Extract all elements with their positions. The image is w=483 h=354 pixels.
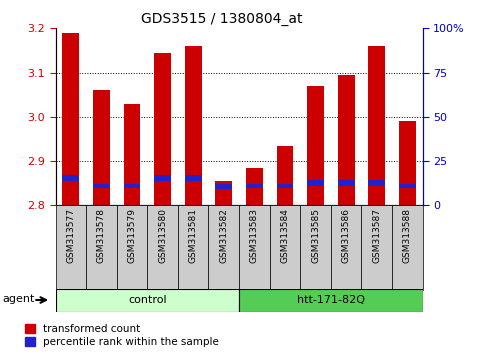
FancyBboxPatch shape: [331, 205, 361, 290]
FancyBboxPatch shape: [209, 205, 239, 290]
Text: GSM313581: GSM313581: [189, 208, 198, 263]
Text: GSM313588: GSM313588: [403, 208, 412, 263]
Bar: [338, 179, 355, 186]
Text: GSM313578: GSM313578: [97, 208, 106, 263]
FancyBboxPatch shape: [300, 205, 331, 290]
Bar: [62, 33, 79, 205]
FancyBboxPatch shape: [56, 205, 86, 290]
Bar: [62, 175, 79, 181]
Bar: [369, 46, 385, 205]
Text: agent: agent: [3, 294, 35, 304]
Text: GSM313585: GSM313585: [311, 208, 320, 263]
Text: GSM313579: GSM313579: [128, 208, 137, 263]
Bar: [124, 184, 141, 188]
FancyBboxPatch shape: [270, 205, 300, 290]
Text: GSM313577: GSM313577: [66, 208, 75, 263]
Bar: [338, 75, 355, 205]
FancyBboxPatch shape: [56, 289, 239, 312]
Bar: [93, 90, 110, 205]
Text: GSM313583: GSM313583: [250, 208, 259, 263]
Text: GSM313584: GSM313584: [281, 208, 289, 263]
Bar: [277, 184, 293, 188]
FancyBboxPatch shape: [239, 205, 270, 290]
Text: GDS3515 / 1380804_at: GDS3515 / 1380804_at: [142, 12, 303, 27]
Bar: [369, 179, 385, 186]
Bar: [246, 184, 263, 188]
Text: control: control: [128, 295, 167, 305]
Bar: [399, 121, 416, 205]
Text: GSM313582: GSM313582: [219, 208, 228, 263]
FancyBboxPatch shape: [86, 205, 117, 290]
Bar: [277, 145, 293, 205]
Bar: [93, 184, 110, 188]
Bar: [307, 86, 324, 205]
FancyBboxPatch shape: [178, 205, 209, 290]
Legend: transformed count, percentile rank within the sample: transformed count, percentile rank withi…: [25, 324, 219, 347]
FancyBboxPatch shape: [361, 205, 392, 290]
Text: GSM313586: GSM313586: [341, 208, 351, 263]
FancyBboxPatch shape: [392, 205, 423, 290]
FancyBboxPatch shape: [147, 205, 178, 290]
FancyBboxPatch shape: [239, 289, 423, 312]
Bar: [154, 53, 171, 205]
Bar: [185, 175, 201, 181]
Text: GSM313580: GSM313580: [158, 208, 167, 263]
Bar: [215, 184, 232, 189]
Bar: [215, 181, 232, 205]
Text: htt-171-82Q: htt-171-82Q: [297, 295, 365, 305]
Bar: [185, 46, 201, 205]
Bar: [399, 184, 416, 188]
FancyBboxPatch shape: [117, 205, 147, 290]
Bar: [154, 175, 171, 181]
Bar: [307, 179, 324, 186]
Bar: [246, 168, 263, 205]
Bar: [124, 104, 141, 205]
Text: GSM313587: GSM313587: [372, 208, 381, 263]
